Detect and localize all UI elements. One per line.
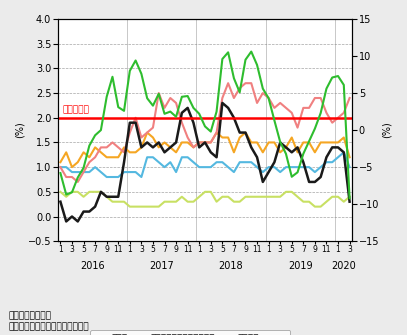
Y-axis label: (%): (%)	[15, 122, 25, 138]
Text: 物価目標値: 物価目標値	[62, 105, 89, 114]
Text: 2019: 2019	[288, 261, 313, 271]
Text: 2017: 2017	[149, 261, 174, 271]
Y-axis label: (%): (%)	[382, 122, 392, 138]
Legend: 全品目, 食品, 工業製品（非エネルギー）, コア, サービス, エネルギー（右軸）: 全品目, 食品, 工業製品（非エネルギー）, コア, サービス, エネルギー（右…	[90, 330, 291, 335]
Text: 2020: 2020	[331, 261, 356, 271]
Text: 2016: 2016	[80, 261, 105, 271]
Text: 参考：前年同月比: 参考：前年同月比	[8, 311, 51, 320]
Text: 2018: 2018	[219, 261, 243, 271]
Text: 資料：ユーロスタットから作成。: 資料：ユーロスタットから作成。	[8, 323, 89, 332]
